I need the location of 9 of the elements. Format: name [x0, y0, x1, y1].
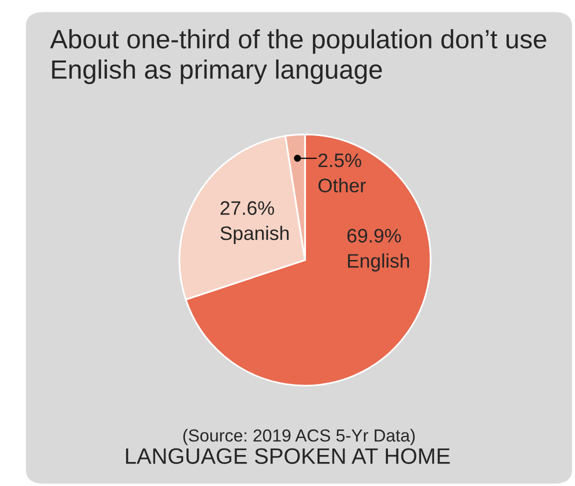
text: (Source: 2019 ACS 5-Yr Data)	[183, 428, 415, 446]
data-label: 2.5%	[318, 153, 362, 168]
slice-label: Other	[318, 178, 366, 192]
data-label: 27.6%	[220, 201, 274, 215]
text: LANGUAGE SPOKEN AT HOME	[126, 448, 450, 464]
data-label: 69.9%	[347, 228, 401, 243]
chart-title: About one-third of the population don’t use English as primary language	[50, 29, 546, 84]
slice-label: English	[348, 253, 409, 272]
slice-label: Spanish	[220, 226, 289, 244]
